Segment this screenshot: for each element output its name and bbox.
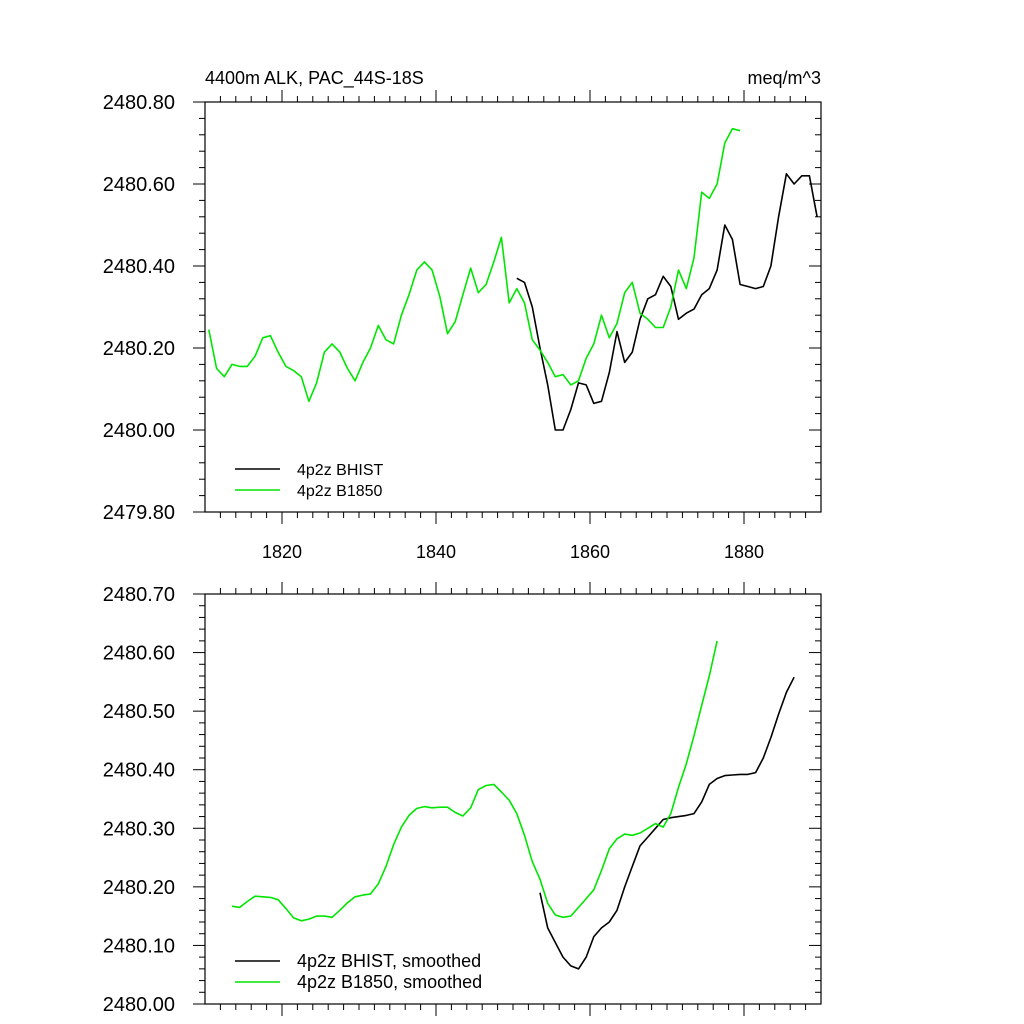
y-tick-label: 2480.50 [103, 701, 175, 723]
x-tick-label: 1840 [416, 542, 456, 562]
y-tick-label: 2480.00 [103, 994, 175, 1016]
x-tick-label: 1820 [262, 542, 302, 562]
series-line-4p2z-b1850 [208, 127, 741, 403]
y-tick-label: 2480.40 [103, 760, 175, 782]
series-line-4p2z-bhist [516, 173, 818, 431]
top-panel: 4400m ALK, PAC_44S-18S meq/m^3 1820 1840 1… [103, 68, 822, 562]
y-tick-label: 2480.30 [103, 818, 175, 840]
legend-label-b1850-smoothed: 4p2z B1850, smoothed [297, 972, 482, 992]
chart-units: meq/m^3 [748, 68, 821, 88]
plot-frame [204, 101, 822, 513]
legend-label-bhist: 4p2z BHIST [297, 462, 383, 479]
y-tick-label: 2480.10 [103, 935, 175, 957]
y-tick-label: 2480.40 [103, 256, 175, 278]
series-lines [231, 640, 795, 970]
legend: 4p2z BHIST, smoothed 4p2z B1850, smoothe… [235, 951, 482, 992]
y-tick-label: 2480.00 [103, 420, 175, 442]
y-tick-label: 2480.70 [103, 584, 175, 606]
legend: 4p2z BHIST 4p2z B1850 [235, 462, 383, 500]
y-tick-label: 2480.20 [103, 338, 175, 360]
legend-label-bhist-smoothed: 4p2z BHIST, smoothed [297, 951, 481, 971]
y-tick-label: 2479.80 [103, 502, 175, 524]
tick-marks [193, 90, 821, 524]
y-tick-label: 2480.60 [103, 643, 175, 665]
bottom-panel: 2480.00 2480.10 2480.20 2480.30 2480.40 2480.… [103, 582, 822, 1016]
y-tick-label: 2480.60 [103, 174, 175, 196]
y-tick-labels: 2480.00 2480.10 2480.20 2480.30 2480.40 2480.… [103, 584, 175, 1016]
x-tick-labels: 1820 1840 1860 1880 [262, 542, 764, 562]
series-line-4p2z-b1850-smoothed [231, 640, 718, 922]
tick-marks [193, 582, 821, 1016]
legend-label-b1850: 4p2z B1850 [297, 483, 383, 500]
y-tick-labels: 2479.80 2480.00 2480.20 2480.40 2480.60 2480.… [103, 92, 175, 524]
x-tick-label: 1860 [570, 542, 610, 562]
plot-frame [204, 593, 822, 1005]
series-lines [208, 127, 818, 431]
series-line-4p2z-bhist-smoothed [539, 676, 795, 970]
chart-title: 4400m ALK, PAC_44S-18S [205, 68, 424, 89]
x-tick-label: 1880 [724, 542, 764, 562]
y-tick-label: 2480.80 [103, 92, 175, 114]
y-tick-label: 2480.20 [103, 877, 175, 899]
